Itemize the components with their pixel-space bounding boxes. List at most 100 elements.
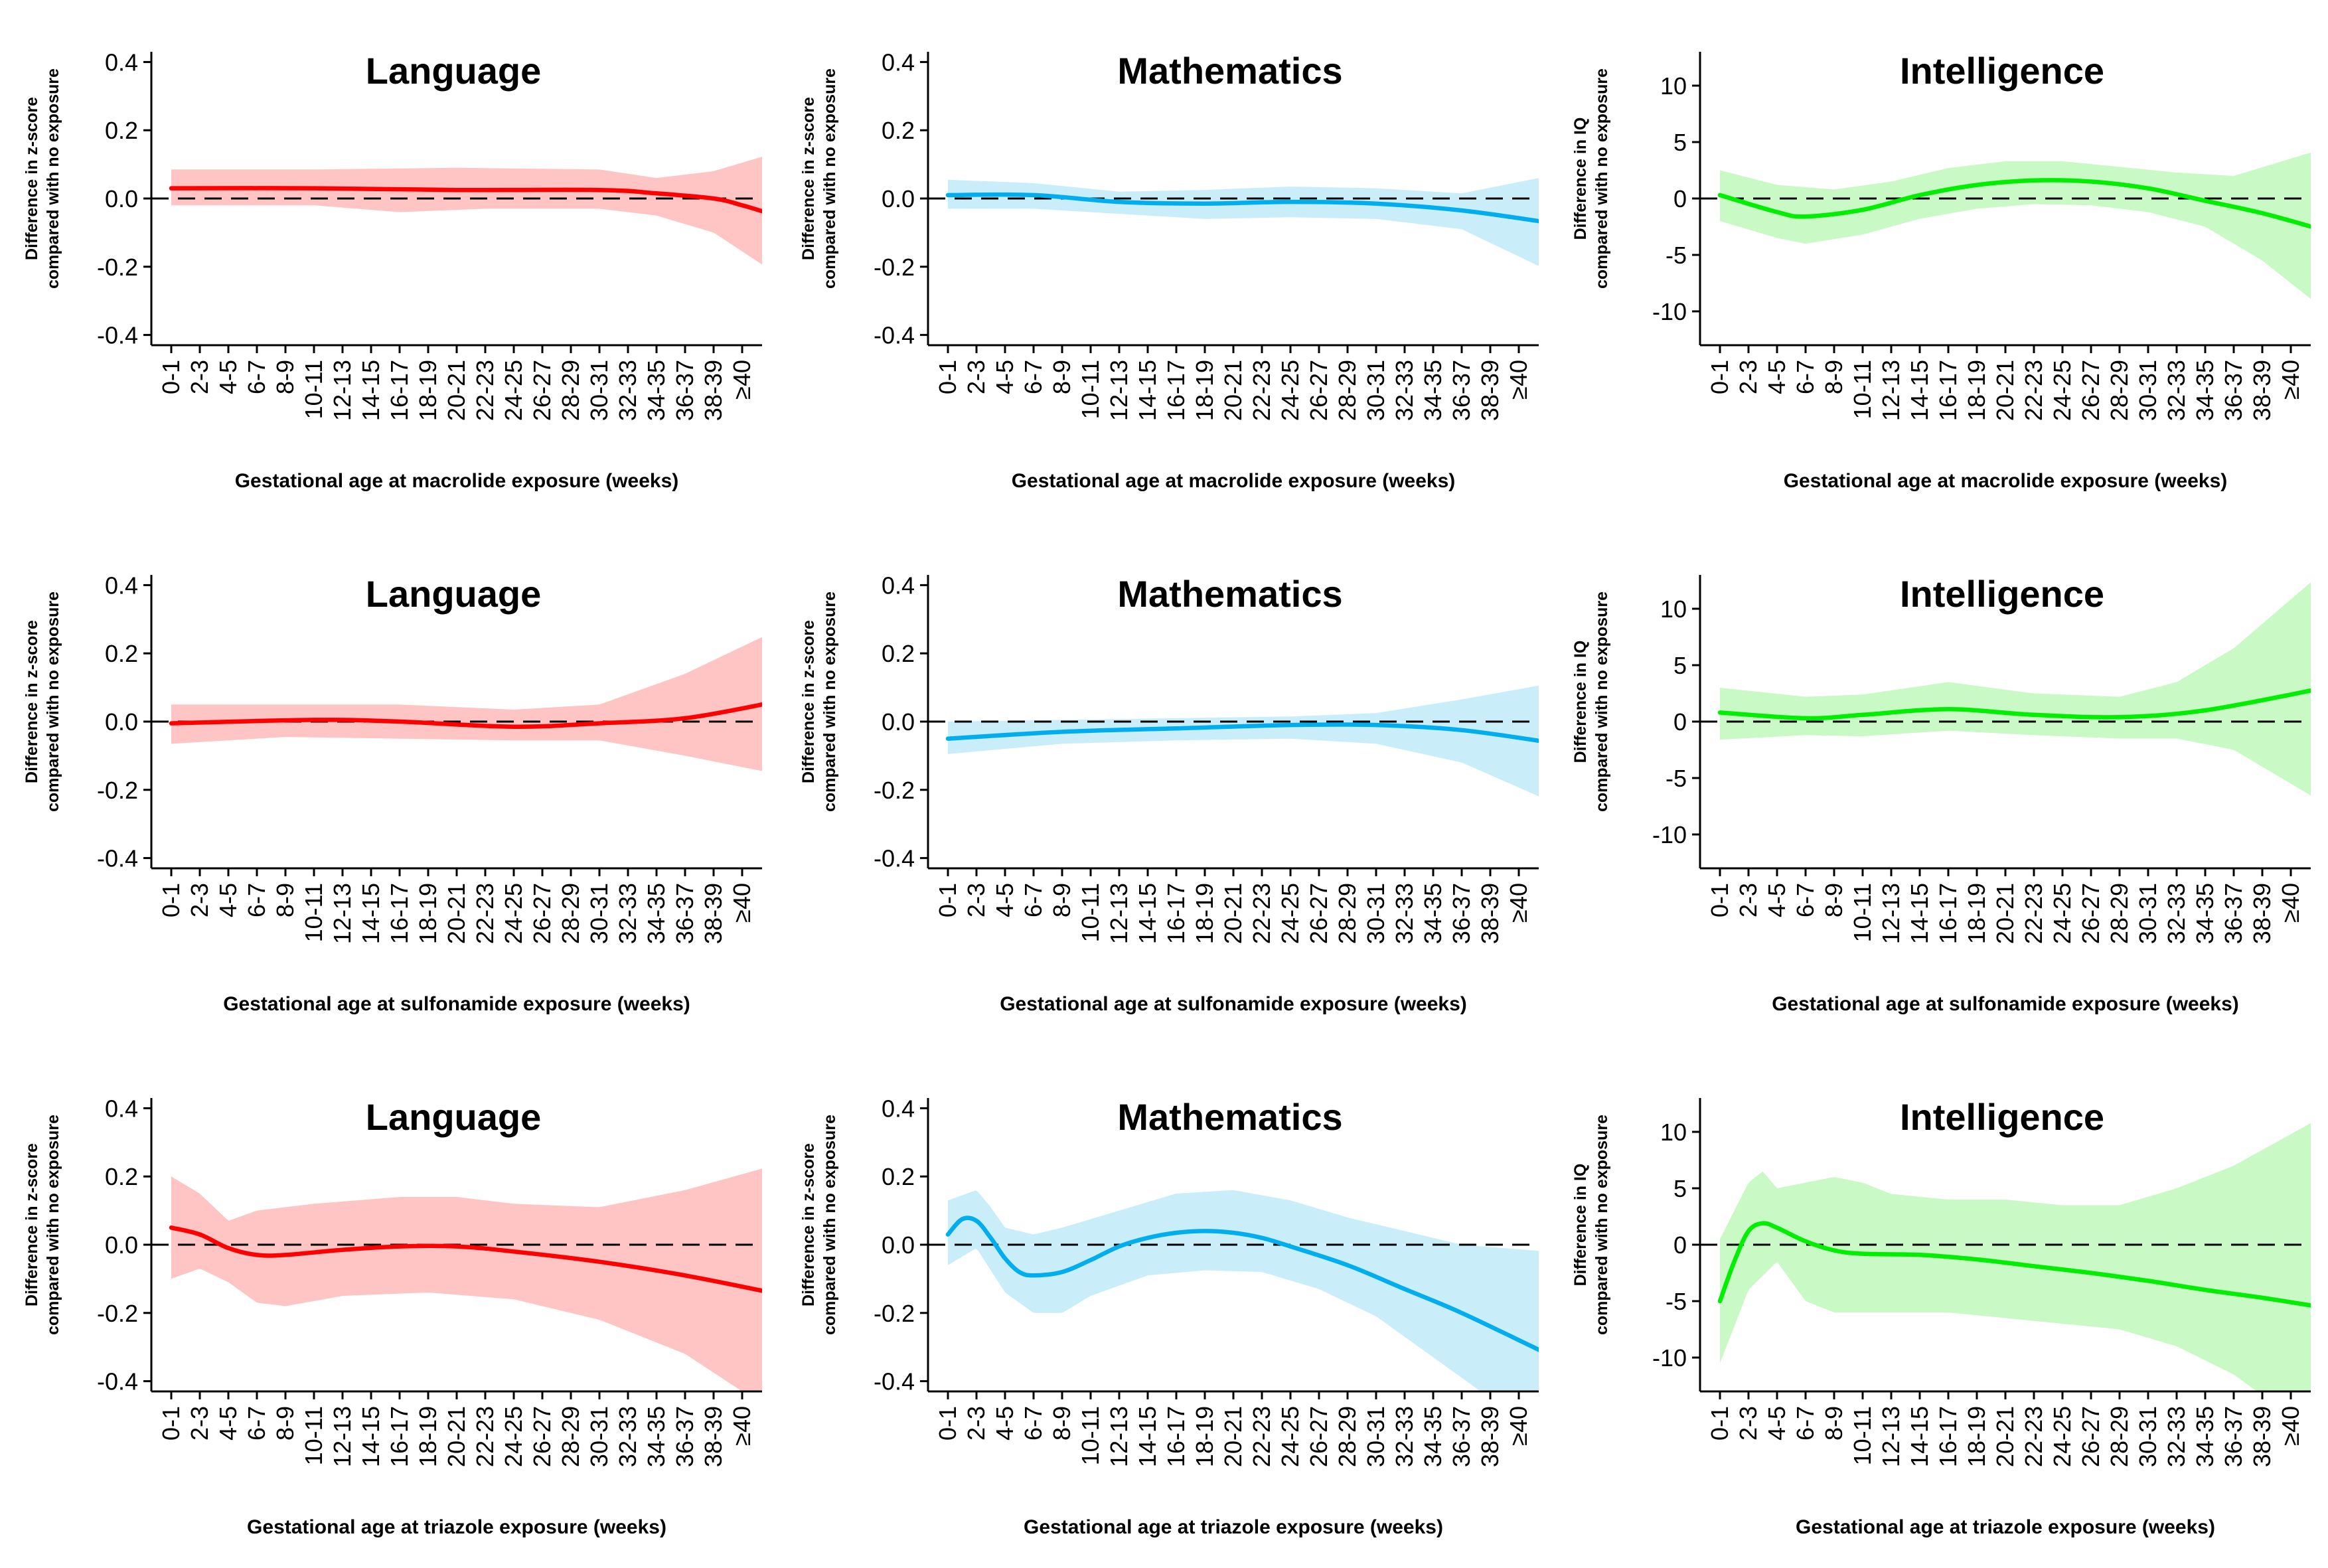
x-tick-label: 30-31 <box>2134 1406 2161 1467</box>
y-tick-label: -0.2 <box>97 254 138 281</box>
x-tick-label: 12-13 <box>1877 360 1904 421</box>
x-tick-label: 24-25 <box>1277 1406 1304 1467</box>
x-tick-label: 38-39 <box>700 1406 727 1467</box>
y-tick-label: -0.2 <box>97 777 138 804</box>
confidence-band <box>171 1168 762 1391</box>
x-tick-label: 28-29 <box>1334 1406 1361 1467</box>
x-tick-label: 28-29 <box>557 360 584 421</box>
x-axis-label: Gestational age at sulfonamide exposure … <box>223 993 690 1015</box>
y-tick-label: 0.4 <box>882 1095 915 1122</box>
y-tick-label: -10 <box>1652 821 1687 848</box>
x-tick-label: 24-25 <box>500 883 527 944</box>
x-tick-label: 18-19 <box>1963 883 1990 944</box>
x-tick-label: 14-15 <box>1134 883 1161 944</box>
confidence-band <box>948 178 1539 266</box>
x-tick-label: 18-19 <box>414 883 441 944</box>
x-tick-label: 28-29 <box>557 1406 584 1467</box>
x-tick-label: 20-21 <box>443 1406 470 1467</box>
y-tick-label: -0.4 <box>874 845 915 872</box>
panel-2-2: 0.4 0.2 0.0 -0.2 -0.4 0-1 2-3 4-5 6-7 8-9 10-11 12-… <box>799 572 1539 1015</box>
y-tick-label: -10 <box>1652 298 1687 325</box>
y-axis-label-line2: compared with no exposure <box>1592 591 1611 812</box>
y-tick-label: 0.2 <box>882 117 915 144</box>
x-tick-label: 4-5 <box>1763 883 1790 917</box>
x-tick-label: 0-1 <box>934 883 961 917</box>
y-tick-label: 0 <box>1673 1231 1687 1259</box>
y-axis-label-line2: compared with no exposure <box>820 591 839 812</box>
x-tick-label: 28-29 <box>2106 360 2133 421</box>
panel-title: Mathematics <box>1117 573 1342 615</box>
x-tick-label: 34-35 <box>1419 883 1446 944</box>
y-tick-label: 0.4 <box>882 48 915 76</box>
y-tick-label: 0.0 <box>882 708 915 736</box>
x-tick-label: 22-23 <box>2020 883 2047 944</box>
confidence-band <box>1720 152 2311 299</box>
y-tick-label: -0.4 <box>874 322 915 349</box>
y-tick-label: 0.0 <box>105 708 138 736</box>
x-tick-label: 18-19 <box>414 1406 441 1467</box>
y-tick-label: 0.4 <box>105 48 138 76</box>
y-axis-label-line1: Difference in z-score <box>799 620 818 783</box>
panel-title: Intelligence <box>1900 1096 2104 1138</box>
y-axis-label-line2: compared with no exposure <box>44 68 62 289</box>
x-tick-label: 36-37 <box>1448 1406 1475 1467</box>
x-tick-label: 2-3 <box>1735 883 1762 917</box>
x-tick-label: 30-31 <box>585 1406 613 1467</box>
y-axis-label-line2: compared with no exposure <box>1592 68 1611 289</box>
y-tick-label: 0.0 <box>882 1231 915 1259</box>
estimate-line <box>169 702 762 729</box>
x-tick-label: 2-3 <box>1735 360 1762 394</box>
x-tick-label: 12-13 <box>329 883 356 944</box>
x-axis-label: Gestational age at triazole exposure (we… <box>1024 1516 1443 1538</box>
x-tick-label: 38-39 <box>1476 883 1504 944</box>
panel-3-1: 0.4 0.2 0.0 -0.2 -0.4 0-1 2-3 4-5 6-7 8-9 10-11 12-… <box>23 1095 762 1538</box>
x-tick-label: 14-15 <box>1906 360 1933 421</box>
x-tick-label: 12-13 <box>1105 1406 1132 1467</box>
x-tick-label: 14-15 <box>357 883 384 944</box>
x-tick-label: 12-13 <box>1877 1406 1904 1467</box>
x-tick-label: 34-35 <box>1419 360 1446 421</box>
x-tick-label: 4-5 <box>214 360 242 394</box>
x-tick-label: 34-35 <box>643 360 670 421</box>
x-tick-label: 34-35 <box>643 883 670 944</box>
x-tick-label: 16-17 <box>1934 360 1962 421</box>
x-tick-label: 2-3 <box>186 360 213 394</box>
y-tick-label: 0.2 <box>882 1163 915 1190</box>
x-tick-label: 22-23 <box>2020 1406 2047 1467</box>
x-tick-label: 26-27 <box>528 1406 556 1467</box>
x-tick-label: 36-37 <box>2220 360 2247 421</box>
x-tick-label: 28-29 <box>2106 1406 2133 1467</box>
x-tick-label: 20-21 <box>1219 360 1247 421</box>
x-tick-label: 4-5 <box>991 883 1018 917</box>
x-tick-label: 4-5 <box>991 1406 1018 1441</box>
x-tick-label: 16-17 <box>1162 883 1190 944</box>
x-axis-label: Gestational age at macrolide exposure (w… <box>1012 470 1456 492</box>
x-tick-label: 0-1 <box>934 360 961 394</box>
y-tick-label: 5 <box>1673 129 1687 156</box>
x-tick-label: 36-37 <box>2220 1406 2247 1467</box>
y-tick-label: -0.2 <box>97 1300 138 1327</box>
x-tick-label: 26-27 <box>2077 360 2104 421</box>
x-tick-label: 10-11 <box>1077 1406 1104 1465</box>
x-axis-label: Gestational age at sulfonamide exposure … <box>1772 993 2239 1015</box>
y-tick-label: -0.2 <box>874 254 915 281</box>
x-tick-label: 12-13 <box>329 1406 356 1467</box>
y-tick-label: -5 <box>1666 765 1687 792</box>
x-tick-label: 28-29 <box>1334 883 1361 944</box>
x-tick-label: 8-9 <box>1820 883 1847 917</box>
x-tick-label: 32-33 <box>1391 883 1418 944</box>
x-tick-label: 10-11 <box>1077 883 1104 942</box>
x-tick-label: 12-13 <box>1105 883 1132 944</box>
x-tick-label: ≥40 <box>2277 1406 2304 1446</box>
x-tick-label: ≥40 <box>728 360 755 400</box>
x-tick-label: 0-1 <box>934 1406 961 1441</box>
x-tick-label: 6-7 <box>1792 883 1819 917</box>
y-tick-label: 0 <box>1673 185 1687 212</box>
x-tick-label: 20-21 <box>1991 1406 2019 1467</box>
panel-title: Language <box>366 50 541 92</box>
x-tick-label: ≥40 <box>1505 883 1532 923</box>
y-tick-label: -0.2 <box>874 777 915 804</box>
x-tick-label: 16-17 <box>1162 1406 1190 1467</box>
